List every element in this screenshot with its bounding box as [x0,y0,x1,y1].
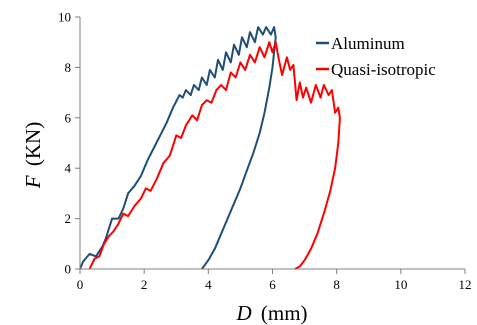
x-axis-label: D (mm) [235,301,307,325]
x-tick-label: 2 [141,277,148,292]
x-tick-label: 8 [333,277,340,292]
legend-label-aluminum: Aluminum [331,34,405,53]
y-tick-label: 6 [65,110,72,125]
series-line-aluminum [79,26,277,270]
y-tick-label: 0 [65,262,72,277]
y-tick-label: 4 [65,161,72,176]
y-tick-label: 8 [65,60,72,75]
legend: Aluminum Quasi-isotropic [316,34,436,79]
x-tick-label: 12 [459,277,472,292]
x-tick-label: 6 [269,277,276,292]
legend-label-quasi-isotropic: Quasi-isotropic [331,60,436,79]
plot-series [79,26,341,270]
y-tick-label: 2 [65,211,72,226]
y-axis-label: F (KN) [21,122,45,189]
y-tick-label: 10 [58,10,71,25]
series-line-quasi-isotropic [88,41,341,270]
x-tick-label: 10 [394,277,407,292]
x-tick-label: 0 [77,277,84,292]
plot-axes [79,17,465,270]
plot-ticks: 0 2 4 6 8 10 12 0 2 4 6 8 10 [58,10,472,293]
x-tick-label: 4 [205,277,212,292]
